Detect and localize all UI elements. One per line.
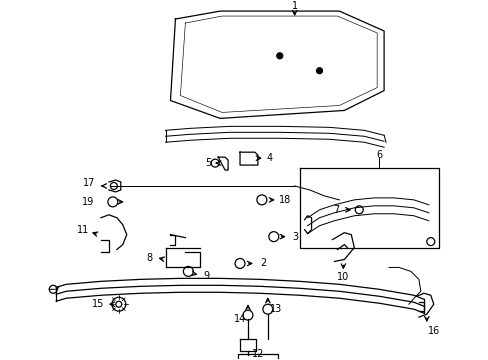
Text: 7: 7 <box>333 205 339 215</box>
Text: 4: 4 <box>266 153 272 163</box>
Bar <box>238 354 277 360</box>
Text: 1: 1 <box>291 1 297 11</box>
Text: 14: 14 <box>233 314 245 324</box>
Text: 13: 13 <box>269 304 282 314</box>
Circle shape <box>316 68 322 74</box>
Text: 17: 17 <box>82 178 95 188</box>
Text: 18: 18 <box>278 195 290 205</box>
Text: 12: 12 <box>251 349 264 359</box>
Text: 6: 6 <box>375 150 382 160</box>
Text: 10: 10 <box>337 273 349 282</box>
Text: 9: 9 <box>203 271 209 282</box>
Text: 8: 8 <box>146 252 152 262</box>
Text: 5: 5 <box>204 158 211 168</box>
Text: 15: 15 <box>92 299 104 309</box>
Text: 3: 3 <box>292 231 298 242</box>
Text: 19: 19 <box>81 197 94 207</box>
Text: 2: 2 <box>259 258 265 269</box>
Circle shape <box>276 53 282 59</box>
Text: 11: 11 <box>77 225 89 235</box>
Text: 16: 16 <box>427 326 439 336</box>
